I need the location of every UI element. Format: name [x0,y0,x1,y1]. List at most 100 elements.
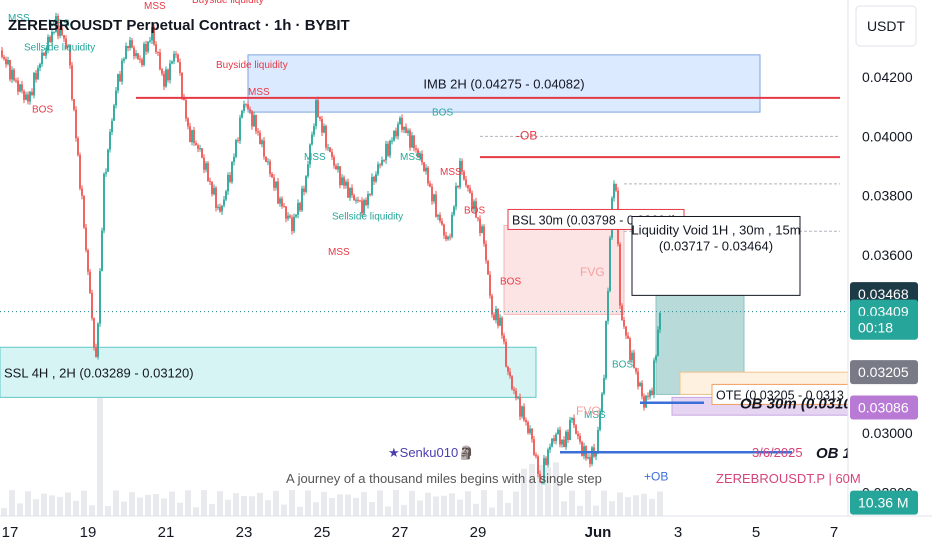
candle-body [513,389,515,391]
y-tick-label: 0.03600 [862,247,913,263]
candle-body [489,274,491,296]
volume-bar [481,490,487,516]
candle-body [145,44,147,52]
candle-body [473,201,475,210]
y-tick-label: 0.04000 [862,128,913,144]
candle-body [425,167,427,172]
candle-body [405,126,407,133]
volume-bar [601,490,607,516]
candle-body [421,153,423,163]
x-tick-label: 21 [158,524,175,541]
candle-body [143,44,145,65]
candle-body [41,52,43,65]
candle-body [483,226,485,244]
candle-body [293,216,295,232]
x-tick-label: 23 [236,524,253,541]
candle-body [485,243,487,261]
candle-body [231,162,233,182]
candle-body [423,162,425,172]
candle-body [315,100,317,127]
ob-label: OB 30m (0.03102) [740,396,865,413]
volume-bar [441,495,447,516]
candle-body [439,215,441,222]
candle-body [443,224,445,236]
liquidity-void-box [631,215,801,296]
candle-body [435,194,437,217]
candle-body [57,16,59,36]
volume-bar [417,500,423,516]
candle-body [527,422,529,433]
candle-body [649,390,651,397]
candle-body [1,50,3,57]
candle-body [205,163,207,170]
candle-body [331,151,333,157]
candle-body [589,457,591,464]
candle-body [35,72,37,80]
price-tag-label: 0.03409 [858,304,909,320]
candle-body [387,143,389,156]
volume-bar [169,491,175,516]
candle-body [9,60,11,80]
volume-bar [513,491,519,516]
candle-body [291,217,293,232]
candle-body [29,91,31,102]
liquidity-void-line2: (0.03717 - 0.03464) [659,238,773,253]
annotation-label: FVG [680,333,705,347]
candle-body [107,149,109,172]
candle-body [85,227,87,251]
candle-body [655,355,657,361]
candle-body [93,318,95,348]
volume-bar [1,508,7,516]
annotation-label: FVG [576,404,601,418]
volume-bar [33,499,39,516]
candle-body [201,148,203,158]
price-tag-box [850,490,918,515]
volume-bar [241,495,247,516]
candle-body [619,244,621,306]
candle-body [207,163,209,181]
candle-body [343,177,345,186]
candle-body [281,198,283,207]
y-tick-label: 0.03800 [862,188,913,204]
candle-body [609,237,611,291]
candle-body [77,138,79,155]
candle-body [245,104,247,106]
volume-bar [281,504,287,516]
x-axis: 17 19 21 23 25 27 29 Jun 3 5 7 [2,524,839,541]
candle-body [181,72,183,97]
volume-bar [257,492,263,516]
candle-body [367,193,369,205]
candle-body [487,260,489,275]
candle-body [97,323,99,357]
candle-body [7,60,9,65]
liquidity-void-line1: Liquidity Void 1H , 30m , 15m [631,222,800,237]
candle-body [75,109,77,139]
candle-body [277,181,279,204]
price-axis-panel[interactable] [848,0,932,516]
candle-body [161,69,163,74]
candle-body [381,160,383,165]
volume-bar [497,490,503,516]
currency-box[interactable] [855,5,917,47]
candle-body [357,199,359,201]
boxed-label-text: OTE (0.03205 - 0.0313 [716,388,844,402]
volume-bar [505,502,511,516]
candle-body [339,166,341,186]
candle-body [433,194,435,202]
candle-body [535,454,537,457]
candle-body [179,62,181,73]
candle-body [239,117,241,141]
candle-body [359,200,361,202]
candle-body [99,271,101,324]
candle-body [495,308,497,321]
candle-body [603,378,605,394]
candle-body [251,111,253,127]
y-axis: 0.042000.040000.038000.036000.030000.028… [862,69,913,500]
candle-body [173,53,175,62]
annotation-label: -OB [516,128,537,142]
volume-bar [225,499,231,516]
candle-body [329,147,331,152]
candle-body [59,28,61,36]
candle-body [229,175,231,182]
